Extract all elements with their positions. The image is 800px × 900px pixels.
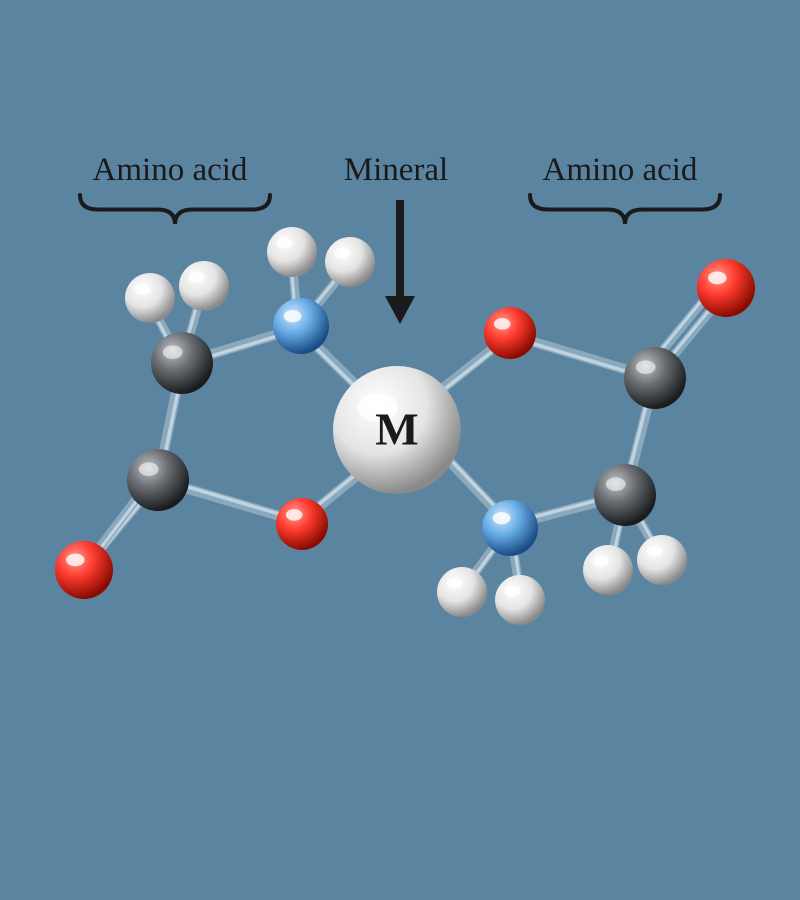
molecule-diagram: Amino acid Mineral Amino acid M [0, 0, 800, 900]
atom-o-right [484, 307, 536, 359]
atom-h-l3 [267, 227, 317, 277]
atom-c-left-2 [127, 449, 189, 511]
atom-o-left [276, 498, 328, 550]
atom-n-left [273, 298, 329, 354]
atom-o-left-2 [55, 541, 113, 599]
atom-n-right [482, 500, 538, 556]
atom-h-l2 [179, 261, 229, 311]
atom-c-left-1 [151, 332, 213, 394]
atom-h-l4 [325, 237, 375, 287]
atom-h-r4 [437, 567, 487, 617]
atom-h-l1 [125, 273, 175, 323]
atom-h-r1 [637, 535, 687, 585]
brace-left [80, 195, 270, 224]
label-mineral: Mineral [344, 152, 448, 188]
arrow-down-icon [385, 200, 415, 324]
brace-right [530, 195, 720, 224]
atom-h-r3 [495, 575, 545, 625]
label-amino-acid-right: Amino acid [543, 152, 698, 188]
center-atom-label: M [375, 404, 418, 455]
atom-c-right-1 [594, 464, 656, 526]
atom-o-right-2 [697, 259, 755, 317]
atom-c-right-2 [624, 347, 686, 409]
atom-h-r2 [583, 545, 633, 595]
label-amino-acid-left: Amino acid [93, 152, 248, 188]
